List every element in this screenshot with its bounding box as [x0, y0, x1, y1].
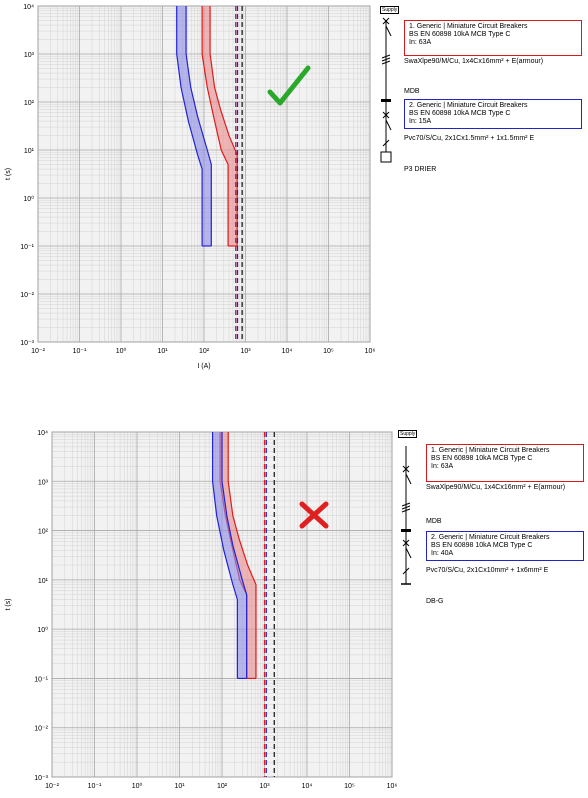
y-axis-label: t (s) — [5, 168, 12, 180]
breaker-1-contact — [405, 473, 412, 485]
source-label-2: Supply — [398, 430, 418, 438]
board-busbar — [401, 529, 411, 532]
panel-separator — [0, 382, 588, 418]
y-tick-label: 10⁻¹ — [34, 676, 48, 683]
tcc-chart-2: 10⁻² 10⁻¹ 10⁰ 10¹ 10² 10³ 10⁴ 10⁵ 10⁶ 10⁴ 10³ 10² 10… — [5, 430, 412, 790]
tcc-chart-1: 10⁻² 10⁻¹ 10⁰ 10¹ 10² 10³ 10⁴ 10⁵ 10⁶ 10⁴ 10³ 10² 10… — [5, 4, 392, 370]
y-tick-label: 10⁻² — [20, 292, 34, 299]
y-tick-label: 10⁰ — [23, 195, 34, 203]
load-label-1: P3 DRIER — [404, 166, 437, 173]
x-tick-label: 10² — [199, 348, 210, 355]
cable-2-tick — [382, 139, 390, 147]
y-tick-label: 10³ — [24, 52, 35, 59]
breaker-1-box-2[interactable]: 1. Generic | Miniature Circuit Breakers … — [426, 444, 584, 482]
breaker-2-box-2[interactable]: 2. Generic | Miniature Circuit Breakers … — [426, 531, 584, 561]
x-tick-label: 10⁶ — [365, 348, 376, 355]
breaker-2-symbol — [402, 539, 410, 547]
x-tick-label: 10⁰ — [132, 782, 143, 790]
y-tick-label: 10⁰ — [37, 626, 48, 634]
blue-lower-curve — [176, 6, 203, 246]
x-tick-label: 10⁵ — [344, 783, 355, 790]
y-tick-label: 10¹ — [38, 578, 49, 585]
breaker-1-rating-2: In: 63A — [431, 463, 454, 470]
breaker-1-box-1[interactable]: 1. Generic | Miniature Circuit Breakers … — [404, 20, 582, 56]
cable-2-label-2: Pvc70/S/Cu, 2x1Cx10mm² + 1x6mm² E — [426, 567, 549, 574]
breaker-1-symbol — [382, 17, 390, 25]
cable-1-label-1: SwaXlpe90/M/Cu, 1x4Cx16mm² + E(armour) — [404, 58, 544, 65]
chart-panel-2: 10⁻² 10⁻¹ 10⁰ 10¹ 10² 10³ 10⁴ 10⁵ 10⁶ 10⁴ 10³ 10² 10… — [0, 418, 588, 798]
y-tick-label: 10⁴ — [23, 4, 34, 11]
cable-1-tick — [381, 54, 391, 59]
board-label-2: MDB — [426, 518, 442, 525]
y-tick-label: 10² — [24, 100, 35, 107]
x-tick-label: 10⁶ — [387, 783, 398, 790]
y-axis-label: t (s) — [5, 598, 12, 610]
breaker-2-type-2: BS EN 60898 10kA MCB Type C — [431, 542, 533, 549]
breaker-1-rating-1: In: 63A — [409, 39, 432, 46]
board-label-1: MDB — [404, 88, 420, 95]
x-tick-label: 10⁻² — [31, 348, 45, 355]
x-tick-label: 10⁻¹ — [88, 783, 102, 790]
x-tick-label: 10¹ — [157, 348, 168, 355]
y-tick-label: 10⁻³ — [34, 775, 48, 782]
source-label-1: Supply — [380, 6, 400, 14]
load-symbol — [380, 151, 392, 163]
red-lower-curve — [201, 6, 229, 246]
y-tick-label: 10⁻¹ — [20, 244, 34, 251]
cable-1-tick — [401, 502, 411, 507]
x-tick-label: 10³ — [259, 783, 270, 790]
cable-1-tick — [401, 508, 411, 513]
y-tick-label: 10⁴ — [37, 430, 48, 437]
breaker-2-type-1: BS EN 60898 10kA MCB Type C — [409, 110, 511, 117]
blue-upper-curve — [185, 6, 212, 246]
y-tick-label: 10³ — [38, 479, 49, 486]
breaker-2-box-1[interactable]: 2. Generic | Miniature Circuit Breakers … — [404, 99, 582, 129]
cable-1-tick — [381, 57, 391, 62]
breaker-1-type-1: BS EN 60898 10kA MCB Type C — [409, 31, 511, 38]
breaker-2-name-1: 2. Generic | Miniature Circuit Breakers — [409, 102, 528, 109]
breaker-1-contact — [385, 25, 392, 37]
breaker-1-name-2: 1. Generic | Miniature Circuit Breakers — [431, 447, 550, 454]
red-upper-curve — [227, 432, 257, 679]
breaker-2-rating-2: In: 40A — [431, 550, 454, 557]
x-tick-label: 10² — [217, 783, 228, 790]
cable-1-tick — [381, 60, 391, 65]
x-tick-label: 10⁰ — [116, 347, 127, 355]
cable-2-tick — [402, 567, 410, 575]
x-tick-label: 10⁻¹ — [73, 348, 87, 355]
breaker-2-contact — [405, 547, 412, 559]
blue-band-fill — [212, 432, 247, 679]
breaker-2-rating-1: In: 15A — [409, 118, 432, 125]
x-axis-label: I (A) — [197, 363, 210, 370]
y-tick-label: 10¹ — [24, 148, 35, 155]
breaker-2-contact — [385, 119, 392, 131]
cable-2-label-1: Pvc70/S/Cu, 2x1Cx1.5mm² + 1x1.5mm² E — [404, 135, 535, 142]
breaker-1-type-2: BS EN 60898 10kA MCB Type C — [431, 455, 533, 462]
x-tick-label: 10¹ — [174, 783, 185, 790]
x-tick-label: 10⁴ — [302, 783, 313, 790]
y-tick-label: 10⁻² — [34, 726, 48, 733]
x-tick-label: 10⁵ — [323, 348, 334, 355]
cable-1-label-2: SwaXlpe90/M/Cu, 1x4Cx16mm² + E(armour) — [426, 484, 566, 491]
blue-lower-curve — [211, 432, 238, 679]
x-tick-label: 10⁻² — [45, 783, 59, 790]
breaker-1-symbol — [402, 465, 410, 473]
board-busbar — [381, 99, 391, 102]
x-tick-label: 10³ — [240, 348, 251, 355]
cable-1-tick — [401, 505, 411, 510]
breaker-1-name-1: 1. Generic | Miniature Circuit Breakers — [409, 23, 528, 30]
breaker-2-name-2: 2. Generic | Miniature Circuit Breakers — [431, 534, 550, 541]
check-icon — [267, 65, 311, 106]
breaker-2-symbol — [382, 111, 390, 119]
y-tick-label: 10² — [38, 529, 49, 536]
blue-upper-curve — [221, 432, 248, 679]
cross-icon — [299, 501, 329, 529]
x-tick-label: 10⁴ — [282, 348, 293, 355]
chart-panel-1: 10⁻² 10⁻¹ 10⁰ 10¹ 10² 10³ 10⁴ 10⁵ 10⁶ 10⁴ 10³ 10² 10… — [0, 0, 588, 380]
load-label-2: DB-G — [426, 598, 444, 605]
y-tick-label: 10⁻³ — [20, 340, 34, 347]
